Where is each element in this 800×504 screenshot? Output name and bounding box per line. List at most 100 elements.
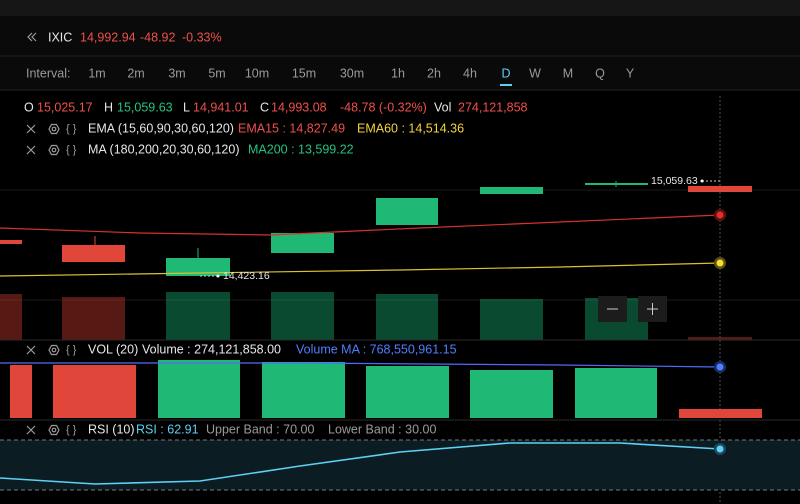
candle: [166, 258, 230, 276]
candle: [585, 183, 648, 185]
volume: 274,121,858: [458, 100, 528, 114]
icon-stroke: [26, 345, 36, 355]
interval-option[interactable]: 30m: [340, 66, 364, 80]
icon-stroke: [51, 427, 57, 433]
lower-band: Lower Band : 30.00: [328, 422, 436, 436]
interval-option[interactable]: Q: [595, 66, 605, 80]
interval-bar: 1m 2m 3m 5m 10m 15m 30m 1h 2h 4h D W M Q Y: [88, 66, 635, 86]
icon-stroke: [48, 344, 60, 356]
settings-button[interactable]: [48, 123, 60, 135]
ma-name: MA (180,200,20,30,60,120): [88, 142, 240, 156]
icon-stroke: [26, 425, 36, 435]
interval-option[interactable]: Y: [626, 66, 635, 80]
remove-button[interactable]: [26, 425, 36, 435]
volume-ma-line: [0, 362, 721, 368]
remove-button[interactable]: [26, 145, 36, 155]
ema60-line: [0, 262, 721, 277]
volume-controls: { }: [26, 344, 77, 356]
top-strip: [0, 0, 800, 16]
interval-option[interactable]: 2m: [127, 66, 144, 80]
open-label: O: [24, 100, 34, 114]
script-button[interactable]: { }: [66, 123, 77, 135]
rsi-controls: { }: [26, 424, 77, 436]
ema60-dot: [716, 259, 724, 267]
remove-button[interactable]: [26, 345, 36, 355]
rsi-name: RSI (10): [88, 422, 135, 436]
volume-label: Vol: [434, 100, 451, 114]
header-area: [0, 16, 800, 90]
rsi-band: [0, 440, 800, 490]
interval-option[interactable]: 1m: [88, 66, 105, 80]
low: 14,941.01: [193, 100, 249, 114]
volume-bar: [470, 370, 553, 418]
rsi-line: [0, 442, 721, 485]
interval-option[interactable]: 3m: [168, 66, 185, 80]
interval-option[interactable]: 10m: [245, 66, 269, 80]
interval-option[interactable]: W: [529, 66, 541, 80]
ema15: EMA15 : 14,827.49: [238, 121, 345, 135]
icon-stroke: [48, 424, 60, 436]
leader-dot: [700, 179, 704, 183]
price: 14,992.94: [80, 30, 136, 44]
volume-value: Volume : 274,121,858.00: [142, 342, 281, 356]
change-pct: -0.33%: [182, 30, 222, 44]
high: 15,059.63: [117, 100, 173, 114]
icon-stroke: [26, 124, 36, 134]
low-label: 14,423.16: [223, 270, 270, 282]
high-label: 15,059.63: [651, 175, 698, 187]
rsi-value: RSI : 62.91: [136, 422, 199, 436]
volume-bar: [262, 362, 345, 418]
volume-bar: [575, 368, 657, 418]
volume-bar: [158, 360, 240, 418]
candle: [480, 187, 543, 194]
ema15-dot: [716, 211, 724, 219]
interval-option[interactable]: 4h: [463, 66, 477, 80]
close: 14,993.08: [271, 100, 327, 114]
icon-stroke: [48, 123, 60, 135]
close-label: C: [260, 100, 269, 114]
ma-controls: { }: [26, 144, 77, 156]
script-button[interactable]: { }: [66, 424, 77, 436]
icon-stroke: [26, 145, 36, 155]
leader-dot: [216, 274, 220, 278]
candle: [376, 198, 438, 225]
upper-band: Upper Band : 70.00: [206, 422, 314, 436]
volume-bar: [53, 365, 136, 418]
back-button[interactable]: [27, 32, 37, 42]
ma200: MA200 : 13,599.22: [248, 142, 354, 156]
open: 15,025.17: [37, 100, 93, 114]
volume-bar: [366, 366, 449, 418]
volume-ma: Volume MA : 768,550,961.15: [296, 342, 457, 356]
settings-button[interactable]: [48, 144, 60, 156]
interval-option[interactable]: 2h: [427, 66, 441, 80]
ema-name: EMA (15,60,90,30,60,120): [88, 121, 234, 135]
change: -48.92: [140, 30, 175, 44]
ema-controls: { }: [26, 123, 77, 135]
remove-button[interactable]: [26, 124, 36, 134]
candle: [271, 233, 334, 253]
candle: [62, 245, 125, 262]
interval-option[interactable]: M: [563, 66, 573, 80]
rsi-dot: [716, 445, 724, 453]
interval-option[interactable]: D: [501, 66, 510, 80]
zoom-out[interactable]: [598, 296, 627, 322]
icon-stroke: [51, 126, 57, 132]
icon-stroke: [51, 147, 57, 153]
icon-stroke: [48, 144, 60, 156]
interval-option[interactable]: 1h: [391, 66, 405, 80]
volume-ma-dot: [716, 363, 724, 371]
interval-option[interactable]: 15m: [292, 66, 316, 80]
settings-button[interactable]: [48, 344, 60, 356]
ema15-line: [0, 214, 721, 236]
settings-button[interactable]: [48, 424, 60, 436]
icon-stroke: [51, 347, 57, 353]
interval-option[interactable]: 5m: [208, 66, 225, 80]
script-button[interactable]: { }: [66, 344, 77, 356]
change: -48.78 (-0.32%): [340, 100, 427, 114]
zoom-in[interactable]: [638, 296, 667, 322]
script-button[interactable]: { }: [66, 144, 77, 156]
candle: [688, 186, 752, 192]
ema60: EMA60 : 14,514.36: [357, 121, 464, 135]
candle: [0, 240, 22, 244]
